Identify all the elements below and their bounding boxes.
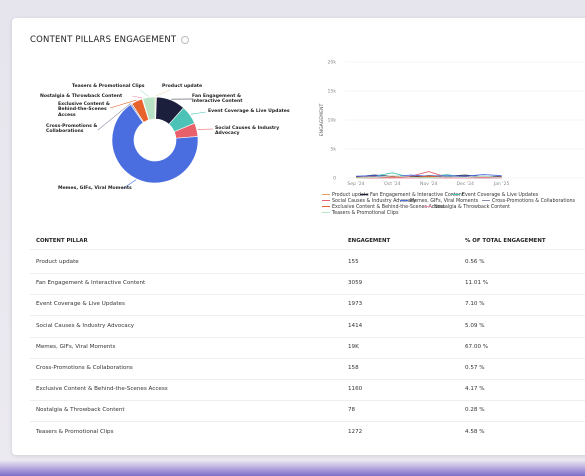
legend-item: Fan Engagement & Interactive Content [360,193,464,198]
donut-label: Product update [162,84,203,89]
table-cell: 0.56 % [465,259,485,265]
table-cell: 78 [348,407,356,414]
table-cell: 158 [348,365,359,371]
card-title: CONTENT PILLARS ENGAGEMENT [30,35,177,45]
row-divider [30,400,585,402]
table-cell: Exclusive Content & Behind-the-Scenes Ac… [36,386,168,393]
donut-label: Fan Engagement & Interactive Content [192,94,243,105]
legend-item: Product update [322,193,369,198]
table-cell: Product update [36,259,79,265]
leader-line [155,89,171,97]
x-tick-label: Jan '25 [493,181,510,187]
donut-label: Memes, GIFs, Viral Moments [58,186,132,191]
table-cell: 19K [348,343,359,350]
table-cell: 11.01 % [465,280,489,287]
legend-item: Cross-Promotions & Collaborations [482,199,575,204]
y-tick-label: 0 [333,176,336,182]
row-divider [30,249,585,250]
leader-line [139,89,149,97]
table-cell: 5.09 % [465,322,485,329]
legend-item: Memes, GIFs, Viral Moments [400,199,478,204]
table-cell: Event Coverage & Live Updates [36,301,125,308]
table-cell: 4.17 % [465,386,485,393]
table-cell: Social Causes & Industry Advocacy [36,322,135,329]
table-cell: 1414 [348,322,363,329]
x-tick-label: Dec '24 [456,181,474,187]
table-cell: 4.58 % [465,428,485,435]
table-cell: Nostalgia & Throwback Content [36,407,125,414]
donut-label: Cross-Promotions & Collaborations [46,124,98,135]
donut-segment [111,104,199,184]
table-cell: 67.00 % [465,343,489,350]
leader-line [121,179,137,190]
leader-line [109,99,137,109]
row-divider [30,294,585,296]
row-divider [30,421,585,423]
series-line [355,175,502,179]
table-cell: 0.28 % [465,407,485,414]
table-cell: 1160 [348,386,363,393]
table-cell: Teasers & Promotional Clips [36,428,114,435]
donut-segment [142,96,156,121]
donut-label: Event Coverage & Live Updates [208,109,290,114]
y-tick-label: 10k [327,118,336,124]
x-tick-label: Sep '24 [347,181,364,187]
row-divider [30,336,585,338]
table-cell: 1272 [348,428,363,435]
table-header: CONTENT PILLAR [36,238,88,244]
table-cell: 3059 [348,280,363,287]
table-cell: Fan Engagement & Interactive Content [36,280,146,287]
donut-label: Teasers & Promotional Clips [72,84,145,89]
legend-item: Nostalgia & Throwback Content [424,205,510,210]
legend-item: Teasers & Promotional Clips [322,211,398,216]
legend-item: Exclusive Content & Behind-the-Scenes Ac… [322,205,445,210]
x-tick-label: Oct '24 [384,181,401,187]
donut-label: Exclusive Content & Behind-the-Scenes Ac… [58,102,110,118]
legend-item: Event Coverage & Live Updates [452,193,538,198]
row-divider [30,357,585,359]
table-header: ENGAGEMENT [348,238,391,244]
table-cell: 1973 [348,301,363,308]
y-tick-label: 15k [327,89,336,95]
row-divider [30,315,585,317]
leader-line [97,103,131,131]
leader-line [190,111,207,115]
x-tick-label: Nov '24 [420,181,438,187]
table-header: % OF TOTAL ENGAGEMENT [465,238,546,244]
leader-line [131,95,143,99]
table-cell: Memes, GIFs, Viral Moments [36,343,116,350]
y-tick-label: 5k [330,147,336,153]
row-divider [30,379,585,380]
y-tick-label: 20k [327,60,336,66]
y-axis-label: ENGAGEMENT [319,104,325,137]
table-cell: 155 [348,259,359,265]
table-cell: Cross-Promotions & Collaborations [36,365,133,371]
legend-item: Social Causes & Industry Advocacy [322,199,416,204]
donut-label: Nostalgia & Throwback Content [40,94,123,99]
table-cell: 0.57 % [465,365,485,371]
table-cell: 7.10 % [465,301,485,308]
row-divider [30,273,585,274]
donut-label: Social Causes & Industry Advocacy [215,126,280,137]
info-icon[interactable] [181,36,189,44]
